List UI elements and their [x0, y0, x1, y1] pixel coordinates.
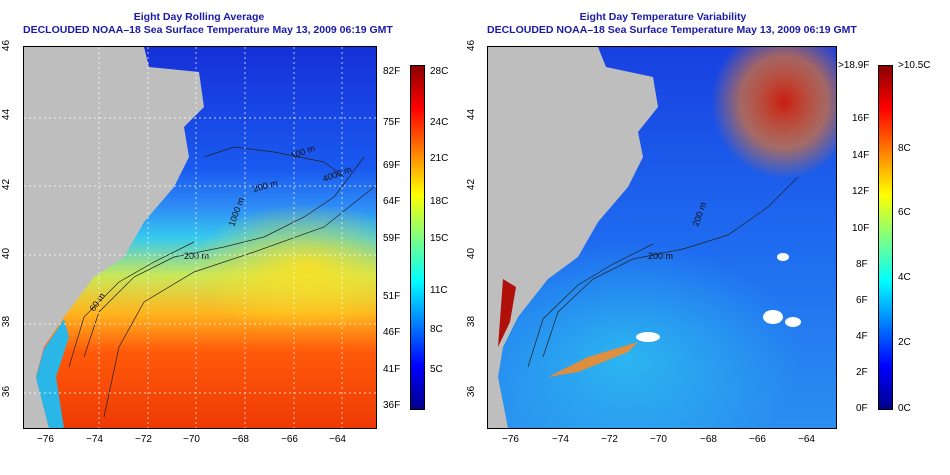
left-cbar-f-64: 64F [383, 196, 401, 207]
right-cbar-c-max: >10.5C [898, 60, 931, 71]
right-lon-tick-66: −66 [749, 434, 766, 445]
right-lat-tick-42: 42 [466, 178, 478, 191]
contour-label-200m: 200 m [648, 251, 673, 261]
right-lat-tick-40: 40 [466, 247, 478, 260]
left-lon-tick-70: −70 [183, 434, 200, 445]
right-lat-tick-38: 38 [466, 315, 478, 328]
right-cbar-f-12: 12F [852, 186, 870, 197]
left-cbar-c-21: 21C [430, 153, 449, 164]
coastal-hot [498, 279, 516, 347]
left-cbar-f-36: 36F [383, 400, 401, 411]
left-cbar-f-51: 51F [383, 291, 401, 302]
right-lat-tick-36: 36 [466, 385, 478, 398]
left-lon-tick-68: −68 [232, 434, 249, 445]
left-lat-tick-44: 44 [1, 108, 13, 121]
right-cbar-f-14: 14F [852, 150, 870, 161]
left-sst-map: 200 m 60 m 4000 m 100 m 200 m 1000 m [23, 46, 377, 429]
left-colorbar [410, 65, 425, 410]
right-cbar-f-2: 2F [856, 367, 868, 378]
left-lon-tick-66: −66 [281, 434, 298, 445]
shelf-streak [548, 342, 638, 377]
cloud-gaps [636, 253, 801, 342]
left-cbar-f-75: 75F [383, 117, 401, 128]
left-lon-tick-64: −64 [329, 434, 346, 445]
right-lon-tick-76: −76 [502, 434, 519, 445]
left-cbar-f-41: 41F [383, 364, 401, 375]
left-lat-tick-38: 38 [1, 315, 13, 328]
left-cbar-c-24: 24C [430, 117, 449, 128]
contour-label-200m: 200 m [184, 251, 209, 261]
right-cbar-f-8: 8F [856, 259, 868, 270]
right-cbar-c-0: 0C [898, 403, 911, 414]
graticule [24, 47, 376, 428]
left-lat-tick-42: 42 [1, 178, 13, 191]
right-title-line1: Eight Day Temperature Variability [579, 11, 747, 23]
land-mass [488, 47, 658, 428]
right-cbar-f-0: 0F [856, 403, 868, 414]
left-cbar-c-28: 28C [430, 66, 449, 77]
contour-deep [103, 186, 375, 418]
right-cbar-c-6: 6C [898, 207, 911, 218]
left-cbar-c-8: 8C [430, 324, 443, 335]
left-lon-tick-74: −74 [86, 434, 103, 445]
right-cbar-f-max: >18.9F [838, 60, 870, 71]
right-lat-tick-44: 44 [466, 108, 478, 121]
left-lat-tick-40: 40 [1, 247, 13, 260]
land-mass [24, 47, 204, 428]
right-cbar-f-16: 16F [852, 113, 870, 124]
right-lon-tick-70: −70 [650, 434, 667, 445]
right-variability-map: 200 m 200 m [487, 46, 837, 429]
left-cbar-c-11: 11C [430, 285, 448, 296]
left-lat-tick-46: 46 [1, 39, 13, 52]
coastal-water [36, 319, 69, 428]
left-title-line2: DECLOUDED NOAA–18 Sea Surface Temperatur… [23, 24, 393, 36]
right-lon-tick-74: −74 [552, 434, 569, 445]
left-lat-tick-36: 36 [1, 385, 13, 398]
left-cbar-f-82: 82F [383, 66, 401, 77]
contour-60m [68, 241, 195, 368]
left-cbar-c-15: 15C [430, 233, 449, 244]
right-cbar-f-6: 6F [856, 295, 868, 306]
right-cbar-f-10: 10F [852, 223, 870, 234]
right-cbar-c-2: 2C [898, 337, 911, 348]
left-cbar-f-46: 46F [383, 327, 401, 338]
right-lon-tick-64: −64 [798, 434, 815, 445]
left-title-line1: Eight Day Rolling Average [133, 11, 265, 23]
contour-200m [83, 156, 365, 358]
contour-200m [542, 176, 799, 358]
left-lon-tick-72: −72 [135, 434, 152, 445]
right-lon-tick-72: −72 [601, 434, 618, 445]
left-cbar-f-69: 69F [383, 160, 401, 171]
right-title-line2: DECLOUDED NOAA–18 Sea Surface Temperatur… [487, 24, 857, 36]
right-lon-tick-68: −68 [700, 434, 717, 445]
right-cbar-c-8: 8C [898, 143, 911, 154]
left-lon-tick-76: −76 [37, 434, 54, 445]
right-cbar-f-4: 4F [856, 331, 868, 342]
right-cbar-c-4: 4C [898, 272, 911, 283]
left-cbar-c-18: 18C [430, 196, 449, 207]
left-cbar-c-5: 5C [430, 364, 443, 375]
left-cbar-f-59: 59F [383, 233, 401, 244]
right-colorbar [878, 65, 893, 410]
right-lat-tick-46: 46 [466, 39, 478, 52]
